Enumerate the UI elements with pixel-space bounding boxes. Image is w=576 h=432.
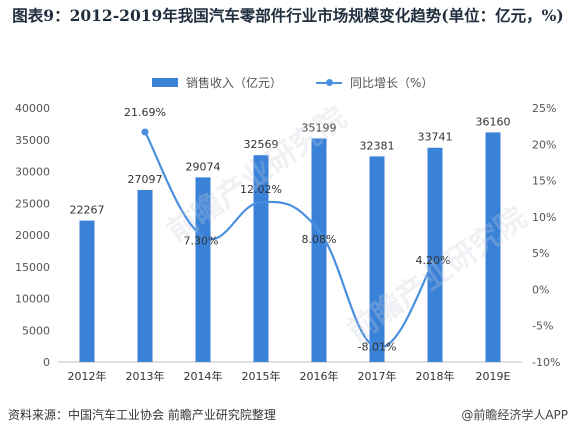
legend-line-swatch	[316, 78, 342, 87]
chart-title: 图表9：2012-2019年我国汽车零部件行业市场规模变化趋势(单位：亿元，%)	[12, 6, 564, 25]
growth-point	[141, 128, 149, 136]
line-value-label: 21.69%	[124, 106, 166, 119]
bar-value-label: 29074	[186, 160, 221, 173]
legend-bar-label: 销售收入（亿元）	[186, 76, 283, 90]
legend: 销售收入（亿元） 同比增长（%）	[0, 74, 576, 92]
x-tick-label: 2012年	[68, 369, 107, 383]
y-right-tick-label: 10%	[532, 211, 556, 224]
legend-item-line[interactable]: 同比增长（%）	[316, 74, 433, 91]
bar-value-label: 33741	[418, 131, 453, 144]
bar-value-label: 27097	[128, 173, 163, 186]
y-left-tick-label: 10000	[15, 293, 50, 306]
y-right-tick-label: -5%	[532, 320, 553, 333]
growth-line	[144, 131, 436, 349]
line-value-label: -8.01%	[358, 341, 397, 354]
bar	[79, 220, 95, 362]
y-right-tick-label: 20%	[532, 138, 556, 151]
y-left-tick-label: 40000	[15, 102, 50, 115]
y-left-tick-label: 25000	[15, 197, 50, 210]
x-tick-label: 2017年	[358, 369, 397, 383]
y-left-tick-label: 5000	[22, 324, 50, 337]
x-tick-label: 2018年	[416, 369, 455, 383]
line-value-label: 7.30%	[184, 234, 219, 247]
bar	[195, 177, 211, 362]
footer: 资料来源：中国汽车工业协会 前瞻产业研究院整理 @前瞻经济学人APP	[8, 406, 568, 422]
brand-credit: @前瞻经济学人APP	[461, 408, 568, 422]
y-right-tick-label: -10%	[532, 356, 560, 369]
line-value-label: 4.20%	[416, 254, 451, 267]
y-left-tick-label: 20000	[15, 229, 50, 242]
y-left-tick-label: 35000	[15, 134, 50, 147]
y-right-tick-label: 0%	[532, 283, 549, 296]
x-tick-label: 2019E	[476, 370, 511, 383]
bar	[311, 138, 327, 362]
bar	[485, 132, 501, 362]
source-note: 资料来源：中国汽车工业协会 前瞻产业研究院整理	[8, 408, 276, 422]
y-left-tick-label: 15000	[15, 261, 50, 274]
bar	[137, 189, 153, 362]
line-value-label: 12.02%	[240, 183, 282, 196]
x-tick-label: 2014年	[184, 369, 223, 383]
y-right-tick-label: 5%	[532, 247, 549, 260]
line-value-label: 8.08%	[302, 233, 337, 246]
legend-item-bar[interactable]: 销售收入（亿元）	[152, 74, 282, 91]
y-left-tick-label: 30000	[15, 166, 50, 179]
bar	[253, 155, 269, 362]
bar-value-label: 35199	[302, 121, 337, 134]
bar-value-label: 32569	[244, 138, 279, 151]
legend-bar-swatch	[152, 78, 178, 87]
bar-value-label: 32381	[360, 139, 395, 152]
legend-line-label: 同比增长（%）	[350, 76, 434, 90]
x-tick-label: 2015年	[242, 369, 281, 383]
bar	[369, 156, 385, 362]
y-right-tick-label: 25%	[532, 102, 556, 115]
bar-value-label: 36160	[476, 115, 511, 128]
bar	[427, 147, 443, 362]
x-tick-label: 2016年	[300, 369, 339, 383]
y-right-tick-label: 15%	[532, 175, 556, 188]
x-tick-label: 2013年	[126, 369, 165, 383]
bar-value-label: 22267	[70, 204, 105, 217]
y-left-tick-label: 0	[43, 356, 50, 369]
